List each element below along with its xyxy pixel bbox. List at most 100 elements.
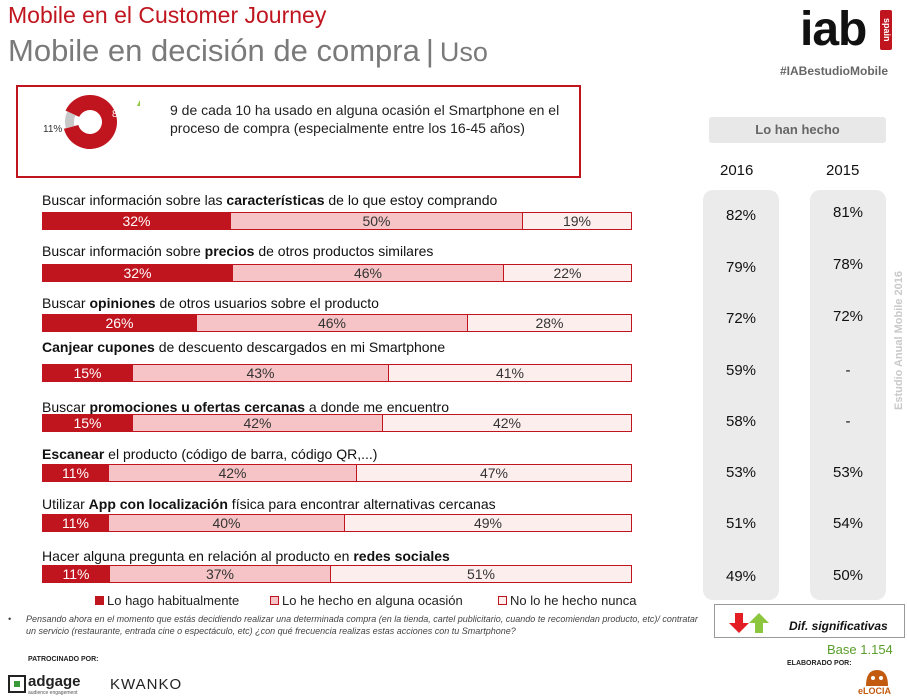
row-label: Buscar promociones u ofertas cercanas a …	[42, 399, 449, 415]
bar-segment: 49%	[344, 515, 631, 531]
bar-segment: 32%	[43, 265, 232, 281]
row-label-post: a donde me encuentro	[305, 399, 449, 415]
row-label-post: de descuento descargados en mi Smartphon…	[154, 339, 446, 355]
subtitle-separator: |	[425, 33, 434, 68]
highlight-box: 89% 11% 9 de cada 10 ha usado en alguna …	[16, 85, 581, 178]
donut-slice-rest	[65, 111, 76, 129]
bar-segment: 28%	[467, 315, 631, 331]
bar-segment: 42%	[108, 465, 356, 481]
bar-segment: 26%	[43, 315, 196, 331]
kwanko-text: KWANKO	[110, 676, 183, 693]
row-label-bold: App con localización	[88, 496, 228, 512]
legend-label: Lo hago habitualmente	[107, 593, 240, 608]
value-2015: -	[845, 413, 851, 430]
row-label: Buscar opiniones de otros usuarios sobre…	[42, 295, 379, 311]
bar-segment: 51%	[330, 566, 631, 582]
row-label-pre: Hacer alguna pregunta en relación al pro…	[42, 548, 354, 564]
bar-segment: 50%	[230, 213, 522, 229]
row-label-post: de otros usuarios sobre el producto	[155, 295, 379, 311]
value-2015: 81%	[832, 204, 864, 221]
value-2015: 50%	[832, 567, 864, 584]
legend-swatch	[270, 596, 279, 605]
row-label-bold: promociones u ofertas cercanas	[89, 399, 305, 415]
legend-label: Lo he hecho en alguna ocasión	[282, 593, 463, 608]
triangle-up-icon	[137, 100, 140, 106]
row-label-post: de lo que estoy comprando	[324, 192, 498, 208]
row-label: Buscar información sobre precios de otro…	[42, 243, 433, 259]
value-2015: -	[845, 362, 851, 379]
logo-text: iab	[800, 3, 867, 56]
bar-segment: 19%	[522, 213, 631, 229]
row-label-bold: características	[226, 192, 325, 208]
bar-segment: 41%	[388, 365, 631, 381]
column-2016	[703, 190, 779, 600]
value-2016: 59%	[725, 362, 757, 379]
legend-item: Lo he hecho en alguna ocasión	[270, 593, 463, 608]
right-panel-header: Lo han hecho	[709, 117, 886, 143]
year-2015-header: 2015	[826, 162, 860, 179]
bar-segment: 11%	[43, 515, 108, 531]
value-2016: 51%	[725, 515, 757, 532]
value-2015: 53%	[832, 464, 864, 481]
donut-label-rest: 11%	[43, 124, 62, 135]
bar-segment: 15%	[43, 415, 132, 431]
bar-segment: 42%	[132, 415, 382, 431]
bar-segment: 37%	[109, 566, 330, 582]
donut-chart: 89% 11%	[43, 95, 140, 149]
logo-spain: spain	[880, 10, 892, 50]
bar-segment: 22%	[503, 265, 631, 281]
kwanko-logo: KWANKO	[100, 672, 183, 696]
row-label-pre: Buscar	[42, 295, 90, 311]
row-label-post: el producto (código de barra, código QR,…	[104, 446, 378, 462]
footnote-text: Pensando ahora en el momento que estás d…	[26, 614, 698, 636]
stacked-bar: 11% 40% 49%	[42, 514, 632, 532]
legend-label: No lo he hecho nunca	[510, 593, 637, 608]
elocia-text: eLOCIA	[858, 686, 892, 696]
adgage-subtext: audience engagement	[28, 690, 78, 696]
legend-item: No lo he hecho nunca	[498, 593, 636, 608]
donut-slice-main	[63, 95, 117, 149]
row-label: Escanear el producto (código de barra, c…	[42, 446, 377, 462]
made-by-label: ELABORADO POR:	[787, 660, 852, 667]
bar-segment: 40%	[108, 515, 344, 531]
bar-segment: 11%	[43, 465, 108, 481]
row-label-bold: Canjear cupones	[42, 339, 155, 355]
bar-segment: 32%	[43, 213, 230, 229]
bar-segment: 11%	[43, 566, 109, 582]
row-label-bold: Escanear	[42, 446, 105, 462]
hashtag: #IABestudioMobile	[780, 64, 889, 78]
stacked-bar: 15% 42% 42%	[42, 414, 632, 432]
elocia-mark-icon	[866, 670, 888, 686]
row-label-pre: Buscar información sobre	[42, 243, 205, 259]
row-label-bold: opiniones	[89, 295, 156, 311]
bar-segment: 42%	[382, 415, 631, 431]
value-2016: 53%	[725, 464, 757, 481]
value-2016: 49%	[725, 568, 757, 585]
legend-swatch	[95, 596, 104, 605]
adgage-logo: adgage audience engagement	[8, 672, 93, 696]
value-2016: 72%	[725, 310, 757, 327]
value-2016: 79%	[725, 259, 757, 276]
year-2016-header: 2016	[720, 162, 754, 179]
footnote-bullet: •	[8, 614, 12, 624]
significance-box: Dif. significativas	[714, 604, 905, 638]
column-2015	[810, 190, 886, 600]
subtitle-text: Mobile en decisión de compra	[8, 33, 420, 68]
base-count: Base 1.154	[827, 642, 893, 657]
legend-item: Lo hago habitualmente	[95, 593, 239, 608]
value-2015: 78%	[832, 256, 864, 273]
row-label-post: de otros productos similares	[254, 243, 434, 259]
page-title: Mobile en el Customer Journey	[8, 2, 327, 28]
row-label-pre: Buscar información sobre las	[42, 192, 227, 208]
bar-segment: 15%	[43, 365, 132, 381]
significance-label: Dif. significativas	[789, 619, 888, 633]
side-label: Estudio Anual Mobile 2016	[893, 271, 905, 410]
sponsor-label: PATROCINADO POR:	[28, 656, 99, 663]
highlight-text: 9 de cada 10 ha usado en alguna ocasión …	[170, 102, 560, 136]
stacked-bar: 32% 50% 19%	[42, 212, 632, 230]
stacked-bar: 32% 46% 22%	[42, 264, 632, 282]
adgage-mark-icon	[8, 675, 26, 693]
value-2016: 82%	[725, 207, 757, 224]
stacked-bar: 11% 37% 51%	[42, 565, 632, 583]
bar-segment: 43%	[132, 365, 388, 381]
